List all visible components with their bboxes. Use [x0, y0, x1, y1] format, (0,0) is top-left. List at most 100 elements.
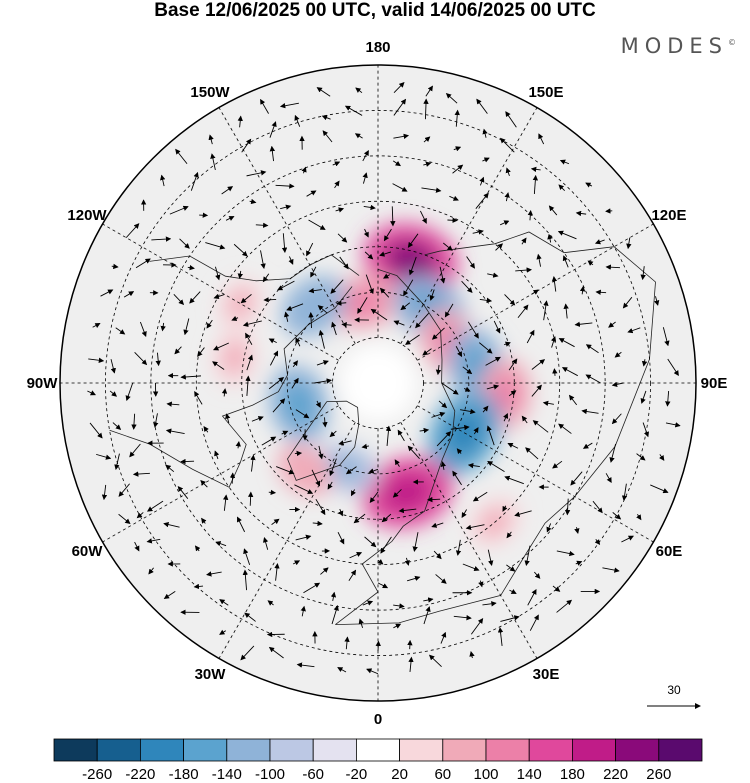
wind-arrow [485, 356, 501, 366]
wind-arrow [407, 445, 420, 459]
longitude-label: 150E [528, 84, 563, 101]
wind-arrow [526, 329, 535, 344]
wind-arrow [318, 329, 325, 349]
wind-arrow [275, 466, 295, 475]
wind-arrow [517, 304, 529, 319]
wind-arrow [452, 470, 462, 486]
wind-arrow [353, 513, 366, 524]
wind-arrow [605, 208, 613, 214]
wind-arrow [221, 186, 234, 195]
wind-arrow [296, 662, 315, 668]
wind-arrow [422, 348, 432, 356]
wind-arrow [456, 448, 463, 455]
wind-arrow [466, 256, 475, 269]
wind-arrow [543, 300, 549, 321]
wind-arrow [508, 390, 517, 397]
wind-arrow [508, 358, 518, 371]
anomaly-core [289, 455, 321, 485]
wind-arrow [344, 105, 363, 116]
wind-arrow [487, 549, 494, 567]
wind-arrow [385, 425, 392, 446]
wind-arrow [626, 237, 632, 250]
polar-cap [340, 345, 416, 421]
wind-arrow [364, 251, 374, 260]
colorbar-tick-label: 180 [560, 766, 585, 783]
wind-arrow [361, 443, 370, 450]
wind-arrow [531, 359, 546, 370]
wind-arrow [423, 606, 431, 625]
wind-arrow [341, 322, 352, 328]
wind-arrow [433, 550, 442, 560]
wind-arrow [574, 527, 580, 534]
wind-arrow [445, 92, 458, 104]
wind-arrow [393, 98, 407, 116]
wind-arrow [381, 513, 392, 523]
wind-arrow [160, 174, 166, 187]
wind-arrow [237, 115, 243, 128]
wind-arrow [318, 445, 324, 460]
wind-arrow [375, 640, 381, 652]
colorbar-tick-label: 140 [517, 766, 542, 783]
wind-arrow [476, 98, 488, 114]
wind-arrow [208, 134, 214, 145]
wind-arrow [472, 491, 488, 502]
wind-arrow [665, 390, 671, 407]
wind-arrow [455, 346, 463, 358]
wind-arrow [362, 150, 369, 162]
wind-arrow [574, 321, 593, 327]
wind-arrow [187, 264, 195, 271]
wind-arrow [237, 516, 246, 533]
wind-arrow [524, 545, 531, 567]
wind-arrow [235, 440, 241, 449]
wind-arrow [447, 217, 458, 223]
wind-arrow [109, 390, 118, 397]
colorbar-segment [269, 738, 314, 762]
colorbar-segment [442, 738, 487, 762]
wind-arrow [139, 321, 147, 338]
wind-arrow [110, 359, 116, 374]
wind-arrow [640, 266, 646, 281]
wind-arrow [431, 411, 446, 418]
wind-arrow [100, 289, 114, 297]
wind-arrow [306, 190, 317, 197]
wind-arrow [354, 133, 363, 139]
wind-arrow [213, 342, 229, 351]
colorbar-segment [572, 738, 617, 762]
wind-arrow [87, 390, 96, 396]
wind-arrow [330, 279, 344, 294]
colorbar-segment [658, 738, 703, 762]
wind-arrow [269, 121, 277, 138]
wind-arrow [453, 614, 472, 621]
coastline [109, 286, 353, 488]
wind-arrow [507, 442, 519, 449]
wind-arrow [379, 251, 392, 257]
wind-arrow [212, 361, 225, 370]
wind-arrow [398, 507, 417, 514]
wind-arrow [427, 496, 441, 503]
wind-arrow [435, 365, 442, 376]
wind-arrow [173, 294, 185, 306]
wind-arrow [322, 130, 333, 143]
colorbar-tick-label: -180 [169, 766, 199, 783]
wind-arrow [345, 466, 357, 475]
wind-arrow [221, 388, 228, 397]
wind-arrow [403, 279, 414, 297]
wind-arrow [364, 536, 377, 548]
wind-arrow [393, 623, 402, 629]
wind-arrow [562, 255, 569, 268]
longitude-label: 180 [365, 39, 390, 56]
wind-arrow [225, 216, 235, 221]
wind-arrow [419, 210, 427, 224]
wind-arrow [407, 233, 419, 248]
wind-arrow [440, 631, 447, 644]
wind-arrow [303, 582, 321, 594]
wind-arrow [219, 599, 229, 606]
wind-arrow [521, 415, 528, 424]
wind-arrow [421, 187, 442, 193]
wind-arrow [504, 294, 516, 306]
wind-arrow [88, 357, 105, 363]
wind-arrow [383, 228, 392, 242]
wind-arrow [146, 500, 164, 512]
wind-arrow [383, 273, 391, 279]
wind-arrow [365, 274, 374, 295]
